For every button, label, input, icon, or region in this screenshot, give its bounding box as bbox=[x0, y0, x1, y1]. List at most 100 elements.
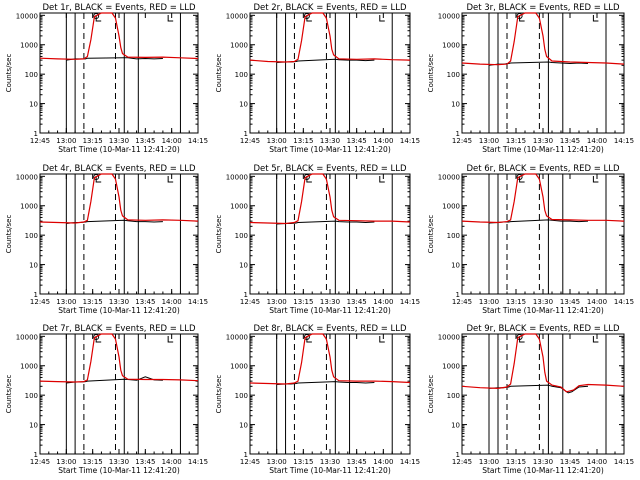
y-axis-label: Counts/sec bbox=[427, 215, 435, 254]
chart-title: Det 6r, BLACK = Events, RED = LLD bbox=[466, 164, 620, 174]
x-tick-label: 13:45 bbox=[560, 298, 580, 306]
y-tick-label: 10000 bbox=[438, 173, 460, 181]
x-tick-label: 13:00 bbox=[56, 298, 76, 306]
panel-det-5: Det 5r, BLACK = Events, RED = LLD 1 10 100 1… bbox=[215, 164, 420, 315]
state-marker bbox=[516, 13, 523, 19]
x-tick-label: 12:45 bbox=[452, 298, 472, 306]
x-tick-label: 13:30 bbox=[320, 458, 340, 466]
x-tick-label: 14:15 bbox=[614, 458, 634, 466]
chart-title: Det 3r, BLACK = Events, RED = LLD bbox=[466, 3, 620, 13]
x-tick-label: 13:00 bbox=[267, 137, 287, 145]
x-axis-label: Start Time (10-Mar-11 12:41:20) bbox=[482, 306, 604, 315]
x-tick-label: 14:00 bbox=[162, 137, 182, 145]
x-tick-label: 13:45 bbox=[347, 298, 367, 306]
panel-det-8: Det 8r, BLACK = Events, RED = LLD 1 10 100 1… bbox=[215, 324, 420, 475]
panel-det-2: Det 2r, BLACK = Events, RED = LLD 1 10 100 1… bbox=[215, 3, 420, 154]
state-marker bbox=[519, 15, 525, 22]
y-tick-label: 1 bbox=[456, 291, 460, 299]
y-tick-label: 1000 bbox=[442, 363, 460, 371]
state-marker bbox=[95, 176, 102, 183]
x-tick-label: 13:15 bbox=[506, 458, 526, 466]
state-marker bbox=[93, 334, 100, 340]
plot-frame bbox=[249, 333, 411, 455]
x-tick-label: 13:15 bbox=[506, 298, 526, 306]
y-tick-label: 10 bbox=[239, 422, 248, 430]
x-tick-label: 13:45 bbox=[135, 458, 155, 466]
x-tick-label: 14:15 bbox=[400, 137, 420, 145]
state-marker bbox=[167, 15, 174, 22]
y-tick-label: 10000 bbox=[438, 333, 460, 341]
state-marker bbox=[167, 336, 174, 343]
lld-series-line bbox=[39, 173, 199, 224]
x-tick-label: 14:00 bbox=[373, 298, 393, 306]
x-tick-label: 14:15 bbox=[188, 137, 208, 145]
x-tick-label: 14:15 bbox=[188, 458, 208, 466]
x-tick-label: 13:15 bbox=[83, 298, 103, 306]
y-tick-label: 1 bbox=[244, 130, 248, 138]
y-axis-label: Counts/sec bbox=[215, 54, 223, 93]
y-tick-label: 10 bbox=[451, 422, 460, 430]
y-tick-label: 1 bbox=[34, 291, 38, 299]
state-marker bbox=[379, 176, 385, 183]
x-tick-label: 13:45 bbox=[347, 137, 367, 145]
x-axis-label: Start Time (10-Mar-11 12:41:20) bbox=[482, 145, 604, 154]
y-tick-label: 100 bbox=[25, 232, 38, 240]
y-tick-label: 100 bbox=[447, 232, 460, 240]
state-marker bbox=[379, 336, 385, 343]
y-tick-label: 10000 bbox=[226, 173, 248, 181]
x-tick-label: 12:45 bbox=[452, 458, 472, 466]
y-tick-label: 100 bbox=[235, 232, 248, 240]
x-tick-label: 13:30 bbox=[533, 298, 553, 306]
y-tick-label: 1000 bbox=[442, 42, 460, 50]
x-tick-label: 14:00 bbox=[587, 298, 607, 306]
chart-title: Det 5r, BLACK = Events, RED = LLD bbox=[253, 164, 407, 174]
state-marker bbox=[303, 174, 310, 180]
x-tick-label: 13:15 bbox=[83, 458, 103, 466]
chart-title: Det 2r, BLACK = Events, RED = LLD bbox=[253, 3, 407, 13]
plot-frame bbox=[461, 12, 625, 134]
x-axis-label: Start Time (10-Mar-11 12:41:20) bbox=[482, 466, 604, 475]
chart-title: Det 7r, BLACK = Events, RED = LLD bbox=[42, 324, 196, 334]
x-axis-label: Start Time (10-Mar-11 12:41:20) bbox=[58, 306, 180, 315]
x-tick-label: 13:45 bbox=[560, 458, 580, 466]
y-tick-label: 10 bbox=[29, 101, 38, 109]
y-axis-label: Counts/sec bbox=[5, 215, 13, 254]
y-tick-label: 1000 bbox=[20, 363, 38, 371]
x-tick-label: 13:00 bbox=[56, 137, 76, 145]
x-tick-label: 12:45 bbox=[452, 137, 472, 145]
y-tick-label: 10000 bbox=[226, 12, 248, 20]
panel-det-7: Det 7r, BLACK = Events, RED = LLD 1 10 100 1… bbox=[5, 324, 208, 475]
x-tick-label: 12:45 bbox=[240, 458, 260, 466]
x-tick-label: 13:30 bbox=[533, 458, 553, 466]
x-tick-label: 13:00 bbox=[479, 137, 499, 145]
state-marker bbox=[516, 334, 523, 340]
y-tick-label: 10 bbox=[29, 422, 38, 430]
lld-series-line bbox=[249, 12, 411, 63]
state-marker bbox=[303, 13, 310, 19]
x-tick-label: 14:00 bbox=[373, 137, 393, 145]
lld-series-line bbox=[39, 12, 199, 60]
x-axis-label: Start Time (10-Mar-11 12:41:20) bbox=[269, 306, 391, 315]
x-axis-label: Start Time (10-Mar-11 12:41:20) bbox=[58, 145, 180, 154]
x-tick-label: 13:30 bbox=[109, 458, 129, 466]
y-axis-label: Counts/sec bbox=[427, 54, 435, 93]
state-marker bbox=[95, 336, 102, 343]
y-axis-label: Counts/sec bbox=[215, 215, 223, 254]
state-marker bbox=[592, 176, 599, 183]
x-axis-label: Start Time (10-Mar-11 12:41:20) bbox=[58, 466, 180, 475]
state-marker bbox=[592, 336, 599, 343]
y-tick-label: 10 bbox=[29, 262, 38, 270]
y-tick-label: 10000 bbox=[226, 333, 248, 341]
y-tick-label: 1000 bbox=[230, 363, 248, 371]
plot-frame bbox=[461, 173, 625, 295]
panel-det-6: Det 6r, BLACK = Events, RED = LLD 1 10 100 1… bbox=[427, 164, 634, 315]
state-marker bbox=[379, 15, 385, 22]
y-tick-label: 1 bbox=[456, 451, 460, 459]
x-tick-label: 13:30 bbox=[533, 137, 553, 145]
chart-title: Det 4r, BLACK = Events, RED = LLD bbox=[42, 164, 196, 174]
y-axis-label: Counts/sec bbox=[427, 375, 435, 414]
state-marker bbox=[592, 15, 599, 22]
chart-title: Det 1r, BLACK = Events, RED = LLD bbox=[42, 3, 196, 13]
x-tick-label: 14:15 bbox=[188, 298, 208, 306]
chart-title: Det 9r, BLACK = Events, RED = LLD bbox=[466, 324, 620, 334]
